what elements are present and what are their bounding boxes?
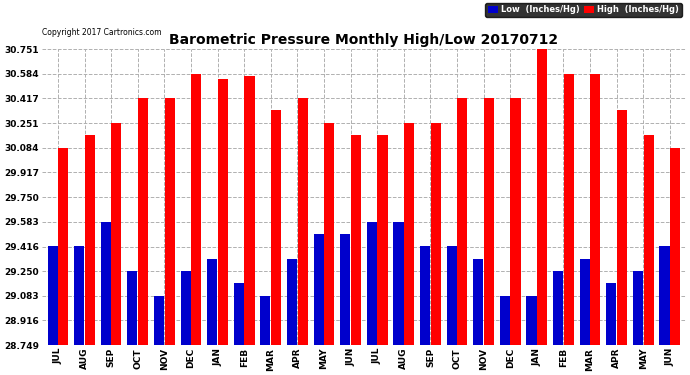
Bar [313,234,324,345]
Bar [393,222,404,345]
Bar [580,259,590,345]
Bar [260,296,270,345]
Bar [511,98,520,345]
Bar [218,79,228,345]
Bar [244,76,255,345]
Bar [324,123,335,345]
Bar [154,296,164,345]
Bar [340,234,351,345]
Bar [633,271,643,345]
Bar [607,283,616,345]
Bar [537,49,547,345]
Bar [644,135,653,345]
Bar [420,246,430,345]
Bar [128,271,137,345]
Bar [564,74,574,345]
Text: Copyright 2017 Cartronics.com: Copyright 2017 Cartronics.com [42,28,161,37]
Bar [85,135,95,345]
Bar [48,246,58,345]
Bar [181,271,190,345]
Bar [367,222,377,345]
Bar [207,259,217,345]
Bar [591,74,600,345]
Bar [431,123,441,345]
Bar [111,123,121,345]
Bar [74,246,84,345]
Bar [473,259,484,345]
Bar [457,98,467,345]
Bar [191,74,201,345]
Title: Barometric Pressure Monthly High/Low 20170712: Barometric Pressure Monthly High/Low 201… [169,33,558,46]
Legend: Low  (Inches/Hg), High  (Inches/Hg): Low (Inches/Hg), High (Inches/Hg) [485,3,682,17]
Bar [484,98,494,345]
Bar [526,296,537,345]
Bar [58,148,68,345]
Bar [165,98,175,345]
Bar [500,296,510,345]
Bar [446,246,457,345]
Bar [101,222,111,345]
Bar [670,148,680,345]
Bar [377,135,388,345]
Bar [234,283,244,345]
Bar [138,98,148,345]
Bar [404,123,414,345]
Bar [297,98,308,345]
Bar [287,259,297,345]
Bar [617,110,627,345]
Bar [553,271,563,345]
Bar [660,246,669,345]
Bar [271,110,281,345]
Bar [351,135,361,345]
